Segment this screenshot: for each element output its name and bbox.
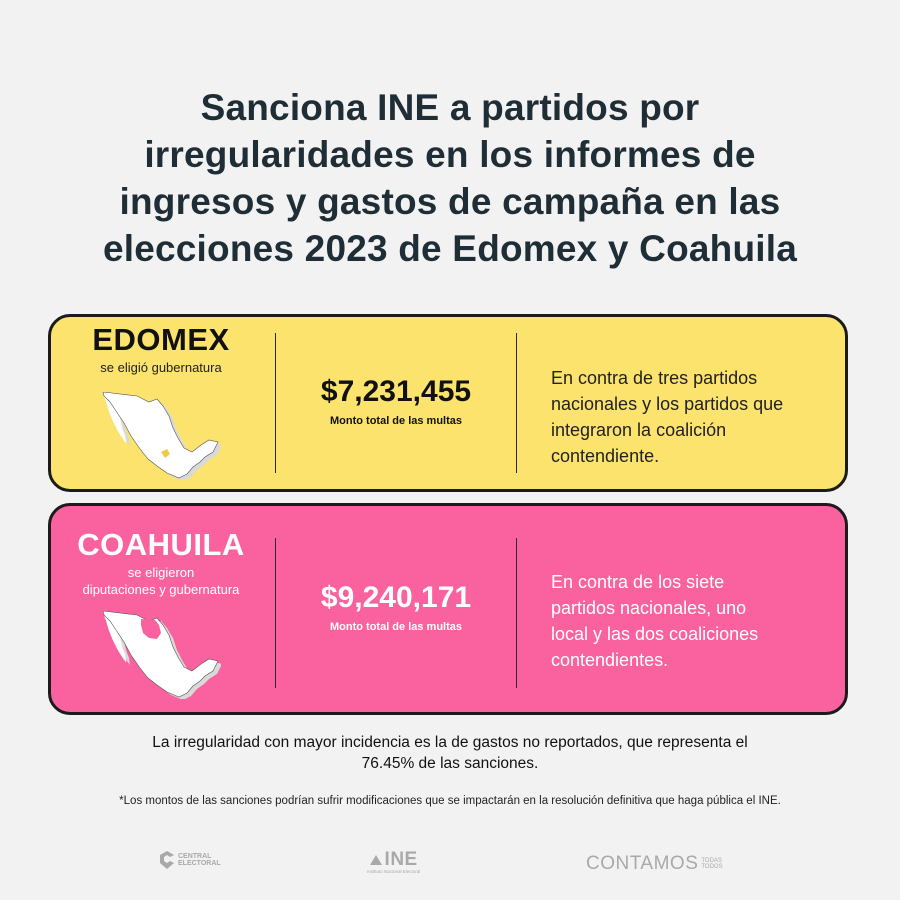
summary-line: La irregularidad con mayor incidencia es… xyxy=(152,734,748,751)
coahuila-highlight xyxy=(141,619,161,639)
logo-text: CENTRAL xyxy=(178,853,212,860)
edomex-state-block: EDOMEX se eligió gubernatura xyxy=(51,323,271,376)
edomex-card: EDOMEX se eligió gubernatura $7,231,455 … xyxy=(48,314,848,492)
state-subtitle: se eligieron xyxy=(127,565,195,580)
mexico-map-icon xyxy=(102,392,221,480)
logo-text: TODAS xyxy=(701,858,722,864)
footer-logos: CENTRAL ELECTORAL INE Instituto Nacional… xyxy=(0,848,900,878)
description-line: nacionales y los partidos que xyxy=(551,394,784,414)
description-line: integraron la coalición xyxy=(551,420,727,440)
description-line: partidos nacionales, uno xyxy=(551,598,747,618)
title-line: ingresos y gastos de campaña en las xyxy=(119,181,781,222)
fine-amount: $7,231,455 xyxy=(320,375,472,408)
mexico-map-icon xyxy=(102,611,221,699)
title-line: Sanciona INE a partidos por xyxy=(200,87,700,128)
divider xyxy=(275,333,276,473)
description-line: local y las dos coaliciones xyxy=(551,624,759,644)
logo-text: TODOS xyxy=(701,864,723,870)
page-title: Sanciona INE a partidos por irregularida… xyxy=(30,84,870,272)
divider xyxy=(275,538,276,688)
description-line: En contra de tres partidos xyxy=(551,368,758,388)
coahuila-state-block: COAHUILA se eligieron diputaciones y gub… xyxy=(51,528,271,598)
state-name: EDOMEX xyxy=(92,322,230,357)
description: En contra de los siete partidos nacional… xyxy=(551,569,836,673)
divider xyxy=(516,333,517,473)
ine-icon xyxy=(369,854,382,865)
logo-text: INE xyxy=(384,849,418,870)
title-line: irregularidades en los informes de xyxy=(144,134,756,175)
summary-text: La irregularidad con mayor incidencia es… xyxy=(60,732,840,774)
state-subtitle: se eligió gubernatura xyxy=(100,360,222,375)
logo-text: CONTAMOS xyxy=(586,853,699,874)
fine-amount-label: Monto total de las multas xyxy=(329,621,462,633)
title-line: elecciones 2023 de Edomex y Coahuila xyxy=(102,228,798,269)
summary-line: 76.45% de las sanciones. xyxy=(361,755,539,772)
central-electoral-icon xyxy=(160,851,174,869)
state-subtitle: diputaciones y gubernatura xyxy=(82,582,240,597)
footnote: *Los montos de las sanciones podrían suf… xyxy=(119,795,781,807)
fine-amount-label: Monto total de las multas xyxy=(329,415,462,427)
description-line: contendiente. xyxy=(551,446,660,466)
amount-block: $9,240,171 Monto total de las multas xyxy=(276,581,516,633)
amount-block: $7,231,455 Monto total de las multas xyxy=(276,375,516,427)
coahuila-card: COAHUILA se eligieron diputaciones y gub… xyxy=(48,503,848,715)
logo-text: ELECTORAL xyxy=(178,860,221,867)
central-electoral-logo: CENTRAL ELECTORAL xyxy=(160,851,221,869)
ine-logo: INE Instituto Nacional Electoral xyxy=(367,850,420,875)
state-name: COAHUILA xyxy=(77,527,245,562)
divider xyxy=(516,538,517,688)
fine-amount: $9,240,171 xyxy=(320,581,472,614)
contamos-logo: CONTAMOS TODAS TODOS xyxy=(586,853,723,875)
logo-text: Instituto Nacional Electoral xyxy=(367,869,421,874)
description: En contra de tres partidos nacionales y … xyxy=(551,365,836,469)
description-line: contendientes. xyxy=(551,650,669,670)
description-line: En contra de los siete xyxy=(551,572,725,592)
edomex-highlight xyxy=(161,449,170,458)
